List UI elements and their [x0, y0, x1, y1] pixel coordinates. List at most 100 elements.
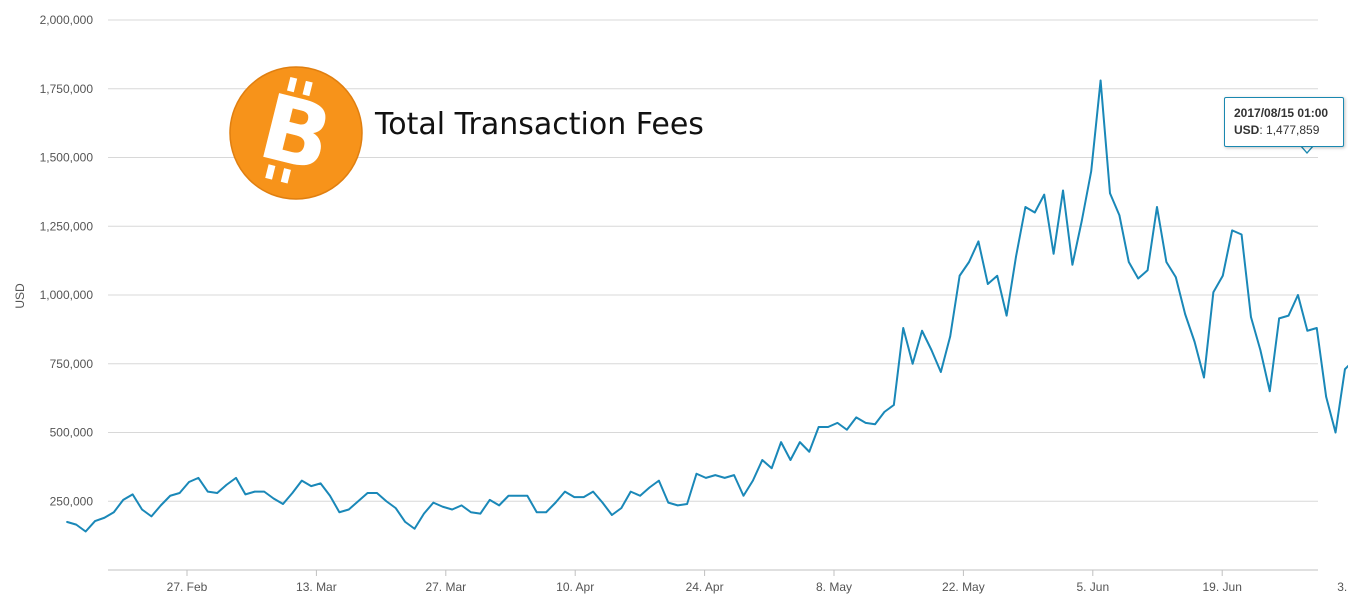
data-point	[611, 514, 613, 516]
data-point	[1174, 276, 1177, 278]
data-point	[1203, 376, 1205, 379]
data-point	[1315, 327, 1318, 329]
data-point	[855, 416, 858, 419]
data-point	[1184, 313, 1186, 316]
data-point	[977, 240, 980, 243]
data-point	[902, 327, 905, 329]
data-point	[263, 490, 266, 493]
data-point	[930, 349, 933, 351]
data-point	[629, 490, 632, 493]
data-point	[761, 459, 764, 461]
data-point	[723, 477, 726, 479]
data-point	[517, 494, 519, 497]
data-point	[1034, 211, 1036, 214]
tooltip-row: USD: 1,477,859	[1234, 123, 1319, 137]
data-point	[582, 496, 585, 498]
x-tick-label: 13. Mar	[296, 580, 337, 594]
data-point	[836, 422, 839, 424]
data-point	[282, 503, 284, 505]
data-point	[874, 423, 876, 426]
x-tick-label: 27. Feb	[167, 580, 208, 594]
data-point	[441, 505, 444, 508]
data-point	[376, 492, 378, 494]
data-point	[1268, 390, 1271, 393]
data-point	[366, 492, 369, 494]
data-point	[1212, 291, 1215, 294]
x-tick-label: 22. May	[942, 580, 985, 594]
data-point	[1221, 274, 1224, 277]
data-point	[958, 274, 961, 277]
data-point	[1287, 314, 1290, 317]
x-tick-label: 24. Apr	[686, 580, 724, 594]
x-tick-label: 27. Mar	[425, 580, 466, 594]
data-point	[394, 507, 397, 509]
data-point	[949, 335, 952, 338]
data-point	[319, 482, 322, 485]
data-point	[817, 426, 820, 428]
data-point	[404, 521, 406, 523]
data-point	[432, 501, 435, 504]
y-tick-label: 2,000,000	[40, 13, 94, 27]
data-point	[188, 481, 190, 483]
data-point	[357, 500, 359, 503]
data-point	[695, 472, 698, 475]
data-point	[507, 494, 510, 497]
data-point	[940, 371, 942, 373]
data-point	[864, 422, 867, 424]
x-tick-label: 5. Jun	[1076, 580, 1109, 594]
data-point	[799, 441, 801, 443]
data-point	[667, 501, 670, 504]
data-point	[1062, 189, 1064, 192]
data-point	[1127, 261, 1130, 263]
x-tick-label: 8. May	[816, 580, 852, 594]
data-point	[113, 511, 115, 514]
data-point	[197, 477, 200, 479]
data-point	[968, 261, 970, 263]
data-point	[235, 477, 237, 479]
x-tick-label: 10. Apr	[556, 580, 594, 594]
data-point	[1137, 277, 1139, 280]
data-point	[460, 504, 463, 507]
tooltip-sep: :	[1259, 123, 1267, 137]
data-point	[385, 500, 388, 503]
data-point	[1071, 263, 1074, 266]
data-point	[1052, 252, 1055, 255]
data-point	[545, 511, 547, 514]
data-point	[1090, 170, 1092, 173]
y-tick-label: 1,750,000	[40, 82, 94, 96]
y-tick-label: 750,000	[50, 357, 94, 371]
data-point	[131, 493, 134, 496]
tooltip-value: 1,477,859	[1266, 123, 1320, 137]
bitcoin-logo-icon: B	[229, 66, 363, 200]
data-point	[714, 474, 717, 476]
data-point	[780, 441, 782, 443]
data-point	[770, 467, 773, 470]
data-point	[1344, 368, 1346, 371]
data-point	[300, 479, 303, 482]
data-point	[827, 426, 829, 428]
data-point	[244, 493, 247, 496]
data-point	[84, 530, 87, 533]
data-point	[1146, 269, 1149, 272]
data-point	[535, 511, 538, 514]
data-point	[733, 474, 735, 476]
data-point	[160, 504, 162, 507]
data-point	[752, 479, 754, 482]
data-point	[94, 520, 96, 522]
data-point	[178, 492, 181, 494]
y-axis-title: USD	[13, 283, 27, 309]
data-point	[169, 494, 172, 497]
data-point	[1081, 219, 1083, 222]
data-point	[207, 490, 209, 493]
data-point	[470, 511, 472, 514]
data-point	[141, 508, 143, 511]
y-tick-label: 1,250,000	[40, 219, 94, 233]
data-point	[498, 504, 500, 507]
data-point	[310, 485, 312, 487]
data-point	[658, 479, 660, 482]
data-point	[66, 521, 68, 523]
data-point	[1109, 192, 1111, 195]
y-axis-tick-labels: 250,000 500,000 750,000 1,000,000 1,250,000 1…	[40, 13, 94, 508]
data-point	[103, 516, 106, 519]
chart-title: Total Transaction Fees	[374, 107, 704, 142]
